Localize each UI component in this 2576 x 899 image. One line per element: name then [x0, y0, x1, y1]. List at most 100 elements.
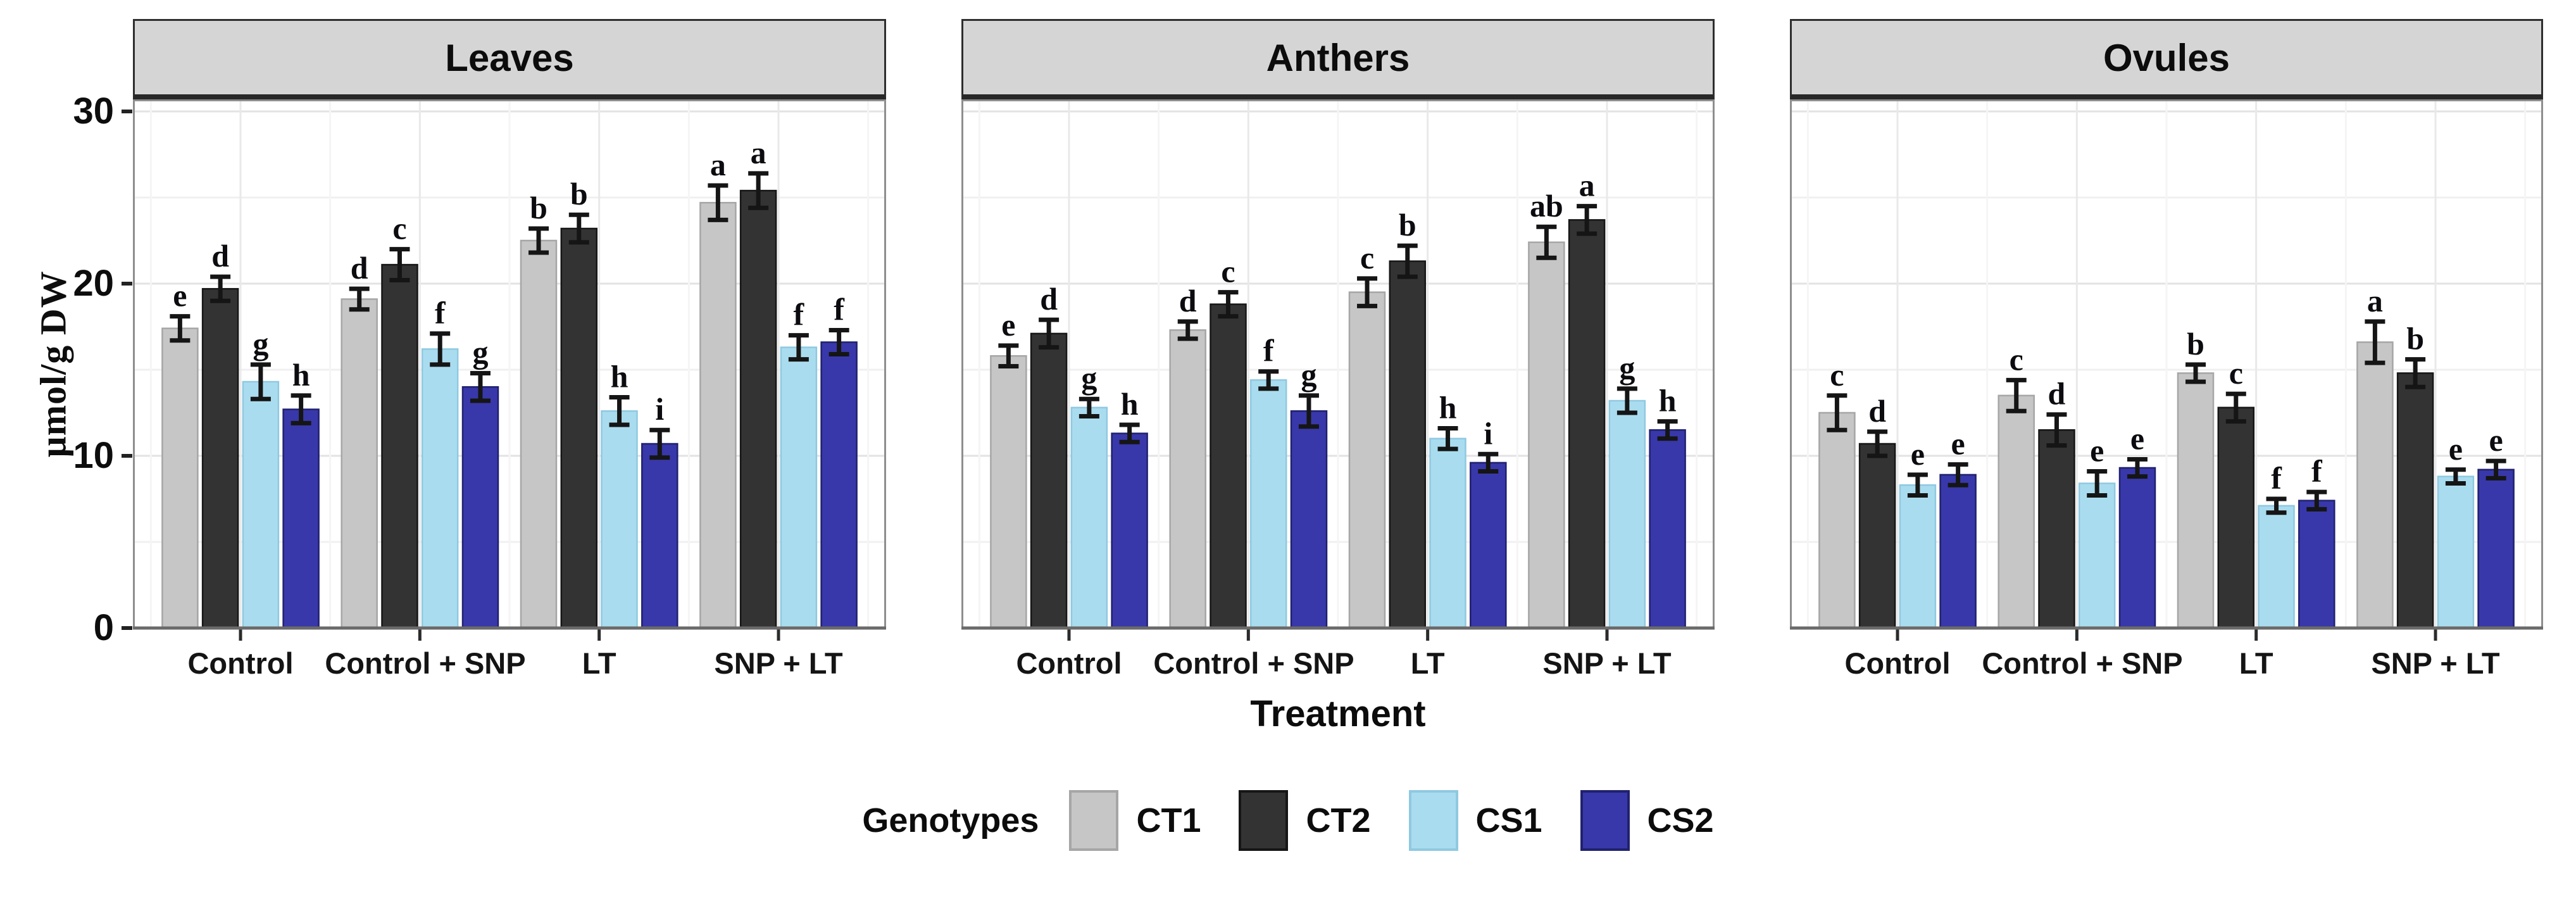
sig-letter: i [1484, 415, 1492, 451]
x-category-label: LT [582, 646, 616, 680]
sig-letter: e [1911, 436, 1925, 472]
bar-anthers-cs2 [1649, 429, 1686, 629]
bar-anthers-ct2 [1389, 260, 1427, 629]
sig-letter: f [2271, 460, 2282, 496]
bar-leaves-ct1 [161, 327, 199, 629]
sig-letter: g [1619, 350, 1635, 386]
facet-strip-anthers: Anthers [961, 19, 1715, 99]
sig-letter: h [1659, 383, 1677, 418]
bar-ovules-ct1 [2177, 372, 2215, 629]
bar-anthers-ct2 [1568, 219, 1606, 629]
sig-letter: ab [1530, 188, 1563, 223]
sig-letter: h [611, 359, 628, 394]
sig-letter: f [1263, 333, 1275, 368]
bar-ovules-cs1 [2078, 482, 2116, 629]
bar-ovules-ct1 [1998, 394, 2035, 629]
legend-item-ct2: CT2 [1239, 790, 1371, 851]
y-tick-label: 30 [73, 91, 114, 132]
bar-leaves-cs1 [421, 348, 459, 629]
bar-anthers-cs1 [1249, 379, 1287, 629]
sig-letter: a [1579, 168, 1595, 203]
sig-letter: b [570, 176, 588, 211]
sig-letter: c [1830, 357, 1844, 393]
y-tick-label: 0 [93, 607, 114, 648]
x-category-label: Control + SNP [325, 646, 526, 680]
bar-leaves-cs1 [601, 410, 638, 629]
sig-letter: c [1360, 240, 1374, 275]
sig-letter: e [173, 278, 187, 313]
bar-ovules-cs2 [2477, 468, 2515, 629]
legend-label: CT2 [1306, 802, 1371, 839]
x-category-label: SNP + LT [2371, 646, 2500, 680]
bar-leaves-ct2 [201, 287, 239, 629]
bar-leaves-ct2 [560, 227, 598, 629]
bar-ovules-cs1 [2258, 505, 2295, 629]
sig-letter: c [1221, 254, 1235, 289]
sig-letter: e [2090, 433, 2104, 468]
x-category-label: Control [187, 646, 294, 680]
sig-letter: e [1951, 426, 1965, 462]
sig-letter: f [435, 295, 446, 330]
sig-letter: f [834, 291, 845, 327]
facet-panel-anthers: Anthers e d g h d c f g c b h i ab a g h Control Control… [961, 19, 1715, 696]
legend-swatch-cs2 [1580, 790, 1630, 851]
bar-leaves-ct1 [699, 201, 737, 629]
y-tick-label: 20 [73, 263, 114, 304]
bar-anthers-ct1 [1528, 241, 1565, 629]
y-tick-mark [122, 454, 132, 458]
bar-anthers-cs1 [1608, 399, 1646, 629]
bar-ovules-cs1 [1899, 484, 1937, 629]
bar-leaves-cs1 [780, 346, 818, 629]
sig-letter: d [1040, 281, 1058, 317]
x-category-label: SNP + LT [1542, 646, 1672, 680]
bar-leaves-ct1 [341, 298, 378, 629]
bar-anthers-ct1 [990, 355, 1027, 629]
sig-letter: d [1179, 283, 1197, 318]
x-category-label: Control + SNP [1153, 646, 1354, 680]
sig-letter: g [253, 326, 268, 361]
sig-letter: a [751, 135, 766, 170]
bar-ovules-ct2 [1858, 443, 1896, 629]
bar-ovules-ct2 [2396, 372, 2434, 629]
bar-ovules-ct1 [1818, 412, 1856, 629]
bar-ovules-cs2 [2118, 467, 2156, 629]
legend-label: CS2 [1647, 802, 1714, 839]
sig-letter: g [472, 334, 488, 370]
bar-anthers-ct1 [1169, 329, 1206, 629]
bar-anthers-ct2 [1030, 332, 1068, 629]
x-category-label: Control + SNP [1982, 646, 2183, 680]
facet-strip-leaves: Leaves [133, 19, 886, 99]
sig-letter: g [1081, 360, 1097, 396]
sig-letter: e [1001, 307, 1015, 343]
sig-letter: h [292, 357, 310, 393]
bar-leaves-cs2 [641, 443, 678, 629]
legend: Genotypes CT1 CT2 CS1 CS2 [0, 790, 2576, 851]
sig-letter: a [710, 147, 726, 182]
bar-anthers-cs1 [1429, 437, 1466, 629]
legend-label: CT1 [1136, 802, 1201, 839]
sig-letter: f [794, 297, 805, 332]
legend-item-cs2: CS2 [1580, 790, 1714, 851]
y-tick-mark [122, 626, 132, 630]
sig-letter: e [2130, 420, 2144, 456]
sig-letter: h [1121, 386, 1139, 422]
bar-anthers-ct2 [1210, 303, 1247, 629]
sig-letter: e [2449, 431, 2463, 467]
legend-item-ct1: CT1 [1069, 790, 1201, 851]
y-tick-mark [122, 110, 132, 113]
bar-leaves-ct1 [520, 239, 558, 629]
bar-anthers-cs2 [1111, 432, 1148, 629]
sig-letter: g [1301, 357, 1316, 393]
sig-letter: b [2406, 321, 2424, 356]
bar-ovules-ct1 [2356, 341, 2394, 629]
bar-anthers-cs2 [1290, 410, 1328, 629]
bar-leaves-cs2 [282, 408, 320, 629]
bar-leaves-cs1 [242, 380, 280, 629]
sig-letter: i [655, 391, 664, 427]
x-category-label: Control [1016, 646, 1122, 680]
